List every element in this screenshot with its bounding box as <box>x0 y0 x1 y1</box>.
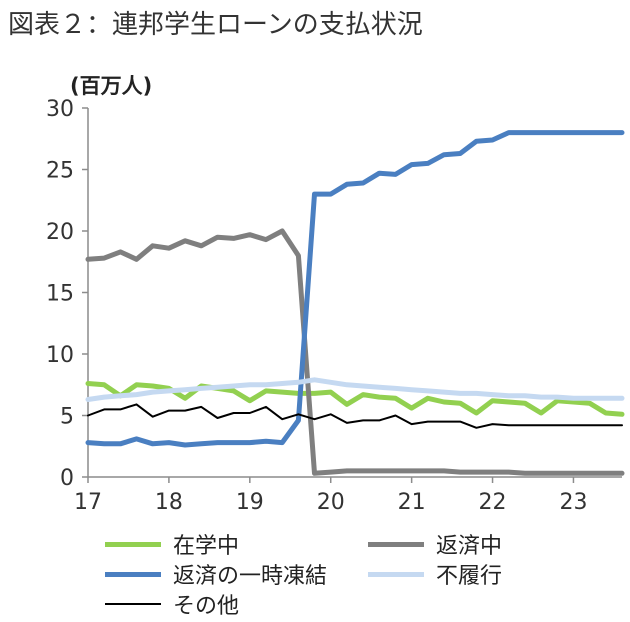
y-tick-label: 5 <box>60 405 74 430</box>
legend-swatch <box>105 571 161 577</box>
x-tick-label: 17 <box>74 490 102 515</box>
x-tick-label: 19 <box>236 490 264 515</box>
y-tick-label: 20 <box>46 220 74 245</box>
y-axis-unit-label: (百万人) <box>70 74 153 98</box>
y-tick-label: 30 <box>46 97 74 122</box>
y-tick-label: 10 <box>46 343 74 368</box>
legend-swatch <box>368 541 424 547</box>
legend-label: 在学中 <box>173 534 240 559</box>
legend-label: その他 <box>173 594 240 619</box>
x-tick-label: 21 <box>398 490 426 515</box>
series-line-2 <box>85 130 625 448</box>
x-tick-label: 22 <box>479 490 507 515</box>
y-tick-label: 0 <box>60 466 74 491</box>
y-tick-label: 15 <box>46 282 74 307</box>
legend-swatch <box>105 603 161 605</box>
series-line-1 <box>85 228 625 476</box>
x-axis-ticks: 17 18 19 20 21 22 23 <box>74 477 587 515</box>
legend-swatch <box>105 541 161 547</box>
series-line-4 <box>87 403 623 429</box>
x-tick-label: 23 <box>559 490 587 515</box>
x-tick-label: 18 <box>155 490 183 515</box>
legend-swatch <box>368 571 424 577</box>
y-tick-label: 25 <box>46 159 74 184</box>
series-line-0 <box>85 381 625 417</box>
x-tick-label: 20 <box>317 490 345 515</box>
legend-item-default: 不履行 <box>368 558 502 590</box>
legend-label: 不履行 <box>436 564 503 589</box>
legend-item-forbearance: 返済の一時凍結 <box>105 558 327 590</box>
y-axis-ticks: 0 5 10 15 20 25 30 <box>46 97 88 491</box>
series-line-3 <box>85 377 625 402</box>
legend-item-other: その他 <box>105 588 239 620</box>
legend-item-repaying: 返済中 <box>368 528 502 560</box>
legend-label: 返済の一時凍結 <box>173 564 328 589</box>
legend-label: 返済中 <box>436 534 503 559</box>
figure-title: 図表２：連邦学生ローンの支払状況 <box>8 10 423 40</box>
chart-series <box>85 130 625 476</box>
legend-item-enrolled: 在学中 <box>105 528 239 560</box>
